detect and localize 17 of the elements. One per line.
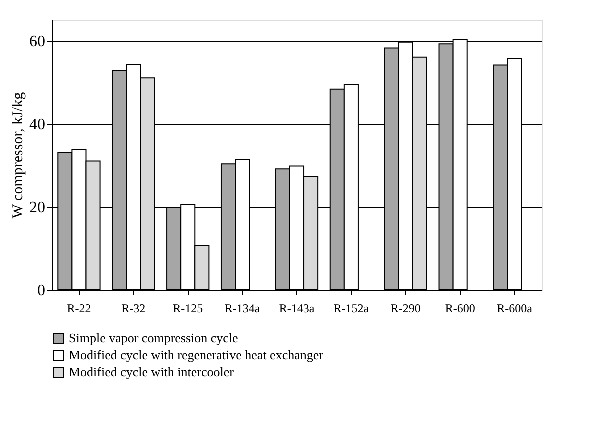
- y-tick-label: 20: [30, 199, 46, 216]
- x-tick-label: R-600: [445, 302, 476, 316]
- y-tick-label: 0: [38, 282, 46, 300]
- x-tick-label: R-125: [173, 302, 204, 316]
- x-tick-label: R-152a: [334, 302, 370, 316]
- x-tick-label: R-143a: [279, 302, 316, 316]
- y-tick-label: 40: [30, 116, 46, 134]
- x-tick-label: R-22: [67, 302, 92, 316]
- legend-label: Modified cycle with intercooler: [69, 364, 235, 380]
- x-tick-label: R-32: [122, 302, 146, 316]
- legend-label: Simple vapor compression cycle: [69, 330, 239, 346]
- legend-label: Modified cycle with regenerative heat exchanger: [69, 348, 324, 362]
- x-tick-label: R-600a: [497, 302, 534, 316]
- x-tick-label: R-134a: [224, 302, 261, 316]
- x-tick-label: R-290: [390, 302, 421, 316]
- y-axis-title: W compressor, kJ/kg: [10, 92, 26, 219]
- y-tick-label: 60: [30, 33, 46, 50]
